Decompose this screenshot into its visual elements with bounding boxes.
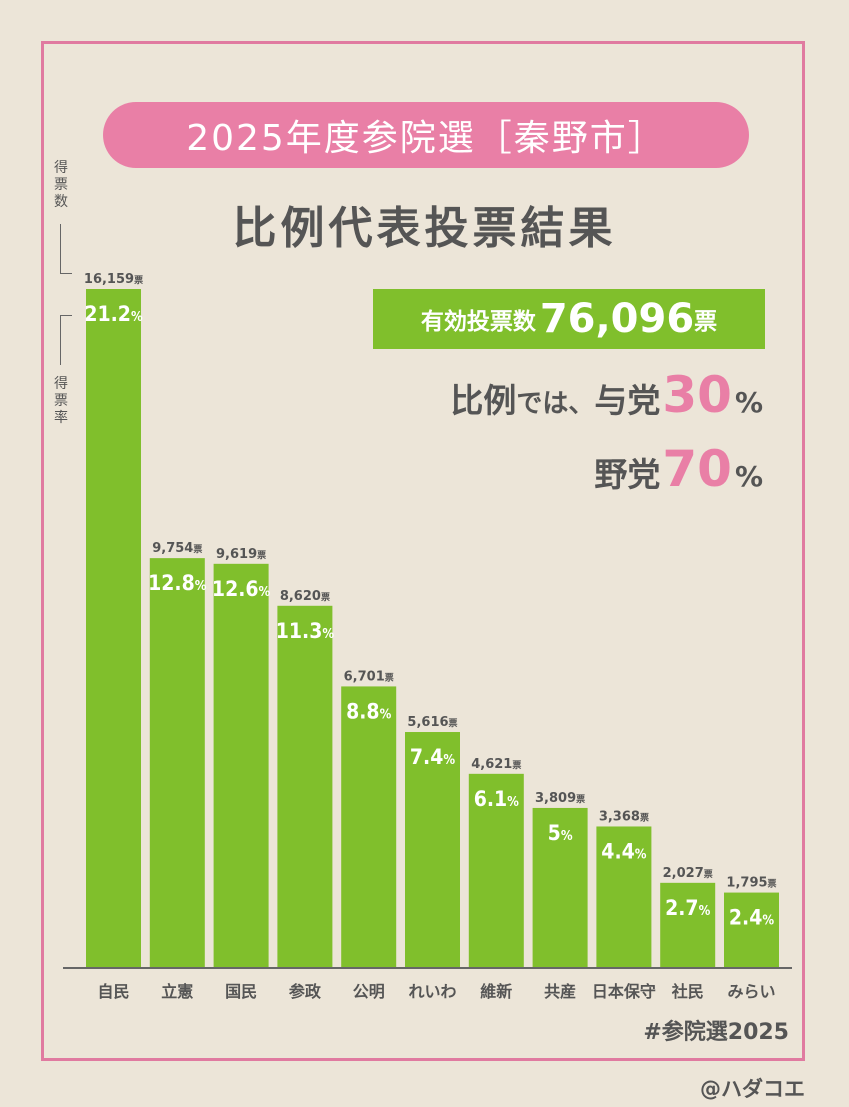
category-label: みらい	[727, 982, 775, 1001]
summary-prefix: 比例	[450, 381, 517, 420]
rate-unit: %	[699, 904, 711, 919]
summary-ruling-pct: %	[734, 386, 763, 419]
vote-label: 16,159票	[84, 272, 143, 287]
bar-維新	[468, 773, 524, 968]
vote-unit: 票	[512, 759, 521, 771]
vote-label: 5,616票	[407, 715, 457, 730]
bar-国民	[213, 563, 269, 968]
category-label: 参政	[289, 982, 322, 1001]
valid-votes-box: 有効投票数 76,096 票	[373, 289, 765, 349]
category-label: 立憲	[161, 982, 193, 1001]
rate-unit: %	[762, 914, 774, 929]
bar-共産	[532, 807, 588, 968]
bar-参政	[277, 605, 333, 968]
vote-unit: 票	[704, 868, 713, 880]
vote-unit: 票	[576, 793, 585, 805]
valid-votes-label: 有効投票数	[420, 309, 536, 335]
rate-label: 21.2%	[84, 302, 143, 326]
bar-公明	[341, 686, 397, 968]
chart-subtitle: 比例代表投票結果	[232, 203, 617, 254]
vote-unit: 票	[321, 591, 330, 603]
rate-unit: %	[259, 585, 271, 600]
rate-label-tick	[60, 315, 72, 316]
bar-立憲	[149, 558, 205, 968]
rate-unit: %	[507, 795, 519, 810]
vote-unit: 票	[768, 878, 777, 890]
rate-unit: %	[443, 753, 455, 768]
category-label: 自民	[97, 982, 129, 1001]
rate-label-line	[60, 315, 61, 365]
vote-label: 8,620票	[280, 589, 330, 604]
vote-unit: 票	[134, 274, 143, 286]
bar-日本保守	[596, 826, 652, 968]
summary-opposition-value: 70	[662, 440, 732, 498]
summary-mid: では、	[516, 389, 595, 419]
category-label: 日本保守	[592, 982, 656, 1001]
bar-みらい	[724, 892, 779, 968]
bar-自民	[86, 289, 141, 968]
summary-ruling-value: 30	[662, 366, 732, 424]
summary-line-1: 比例 では、 与党 30 %	[450, 366, 763, 424]
vote-label: 1,795票	[726, 876, 776, 891]
rate-label: 6.1%	[474, 787, 519, 811]
rate-unit: %	[635, 847, 647, 862]
rate-label: 2.7%	[665, 896, 710, 920]
category-label: 社民	[671, 982, 704, 1001]
valid-votes-value: 76,096	[539, 296, 695, 342]
votes-label-line	[60, 224, 61, 274]
bar-れいわ	[405, 732, 460, 968]
vote-label: 3,809票	[535, 791, 585, 806]
vote-label: 4,621票	[471, 757, 521, 772]
credit: @ハダコエ	[700, 1077, 805, 1101]
rate-label: 4.4%	[601, 839, 646, 863]
summary-line-2: 野党 70 %	[594, 440, 763, 498]
vote-unit: 票	[257, 549, 266, 561]
category-label: 維新	[480, 982, 512, 1001]
vote-unit: 票	[640, 811, 649, 823]
summary-opposition-pct: %	[734, 460, 763, 493]
chart-frame	[41, 41, 805, 1061]
vote-label: 9,754票	[152, 541, 202, 556]
chart-title: 2025年度参院選［秦野市］	[103, 102, 749, 168]
summary-opposition-party: 野党	[594, 455, 661, 494]
vote-unit: 票	[193, 543, 202, 555]
valid-votes-unit: 票	[694, 309, 718, 335]
rate-unit: %	[322, 627, 334, 642]
category-label: れいわ	[408, 982, 456, 1001]
vote-label: 6,701票	[344, 669, 394, 684]
vote-label: 2,027票	[663, 866, 713, 881]
vote-unit: 票	[449, 717, 458, 729]
category-label: 公明	[353, 982, 385, 1001]
bar-社民	[660, 882, 716, 968]
category-label: 共産	[544, 982, 576, 1001]
summary-ruling-party: 与党	[594, 381, 661, 420]
rate-unit: %	[131, 310, 143, 325]
vote-label: 3,368票	[599, 809, 649, 824]
hashtag: #参院選2025	[643, 1020, 789, 1045]
votes-axis-label: 得票数	[54, 160, 68, 210]
vote-unit: 票	[385, 671, 394, 683]
rate-unit: %	[380, 707, 392, 722]
votes-label-tick	[60, 273, 72, 274]
vote-label: 9,619票	[216, 547, 266, 562]
rate-unit: %	[195, 579, 207, 594]
category-label: 国民	[225, 982, 257, 1001]
rate-axis-label: 得票率	[54, 376, 68, 426]
rate-unit: %	[561, 829, 573, 844]
